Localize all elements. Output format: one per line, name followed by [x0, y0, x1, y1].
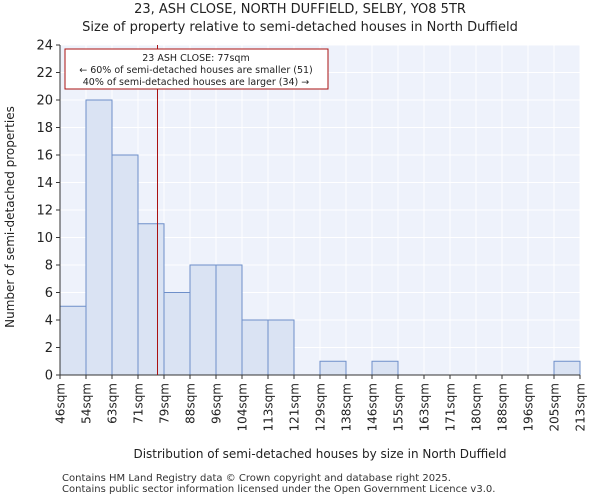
x-tick-label: 180sqm	[470, 383, 484, 431]
footer-line-2: Contains public sector information licen…	[62, 484, 496, 495]
y-tick-label: 0	[45, 369, 53, 384]
x-tick-label: 138sqm	[340, 383, 354, 431]
annotation-line-2: ← 60% of semi-detached houses are smalle…	[79, 65, 313, 76]
y-tick-label: 14	[36, 176, 53, 191]
x-tick-label: 196sqm	[522, 383, 536, 431]
x-tick-label: 213sqm	[574, 383, 588, 431]
y-tick-label: 2	[45, 341, 53, 356]
y-tick-label: 6	[45, 286, 53, 301]
x-tick-label: 104sqm	[236, 383, 250, 431]
x-tick-label: 171sqm	[444, 383, 458, 431]
chart-subtitle: Size of property relative to semi-detach…	[82, 20, 518, 35]
annotation-box: 23 ASH CLOSE: 77sqm ← 60% of semi-detach…	[64, 48, 329, 90]
bar-96sqm	[215, 264, 243, 376]
bar-46sqm	[59, 305, 87, 376]
bar-113sqm	[267, 319, 295, 376]
x-tick-label: 46sqm	[54, 383, 68, 424]
y-axis-label: Number of semi-detached properties	[3, 106, 17, 328]
bar-79sqm	[163, 292, 191, 376]
x-tick-label: 54sqm	[80, 383, 94, 424]
bar-54sqm	[85, 99, 113, 376]
x-tick-label: 96sqm	[210, 383, 224, 424]
chart-title: 23, ASH CLOSE, NORTH DUFFIELD, SELBY, YO…	[134, 2, 466, 17]
bar-205sqm	[553, 360, 581, 376]
x-tick-label: 79sqm	[158, 383, 172, 424]
bar-63sqm	[111, 154, 139, 376]
y-tick-label: 22	[36, 66, 53, 81]
x-tick-label: 71sqm	[132, 383, 146, 424]
x-tick-label: 113sqm	[262, 383, 276, 431]
y-tick-label: 4	[45, 314, 53, 329]
bars	[59, 99, 581, 376]
x-tick-label: 129sqm	[314, 383, 328, 431]
bar-104sqm	[241, 319, 269, 376]
x-tick-label: 146sqm	[366, 383, 380, 431]
x-tick-label: 188sqm	[496, 383, 510, 431]
bar-129sqm	[319, 360, 347, 376]
x-tick-label: 163sqm	[418, 383, 432, 431]
y-tick-label: 10	[36, 231, 53, 246]
annotation-line-1: 23 ASH CLOSE: 77sqm	[142, 53, 249, 64]
y-tick-label: 24	[36, 39, 53, 54]
bar-71sqm	[137, 223, 165, 376]
x-tick-label: 121sqm	[288, 383, 302, 431]
x-tick-label: 205sqm	[548, 383, 562, 431]
x-axis-label: Distribution of semi-detached houses by …	[133, 447, 506, 461]
y-tick-label: 8	[45, 259, 53, 274]
annotation-line-3: 40% of semi-detached houses are larger (…	[83, 77, 310, 88]
x-tick-label: 155sqm	[392, 383, 406, 431]
bar-88sqm	[189, 264, 217, 376]
bar-146sqm	[371, 360, 399, 376]
y-tick-label: 18	[36, 121, 53, 136]
x-tick-label: 63sqm	[106, 383, 120, 424]
footer-line-1: Contains HM Land Registry data © Crown c…	[62, 473, 451, 484]
annotation-frame	[64, 48, 329, 90]
y-tick-label: 12	[36, 204, 53, 219]
x-ticks: 46sqm 54sqm 63sqm 71sqm 79sqm 88sqm 96sqm 104sq…	[54, 375, 588, 431]
y-tick-label: 20	[36, 94, 53, 109]
x-tick-label: 88sqm	[184, 383, 198, 424]
y-tick-label: 16	[36, 149, 53, 164]
